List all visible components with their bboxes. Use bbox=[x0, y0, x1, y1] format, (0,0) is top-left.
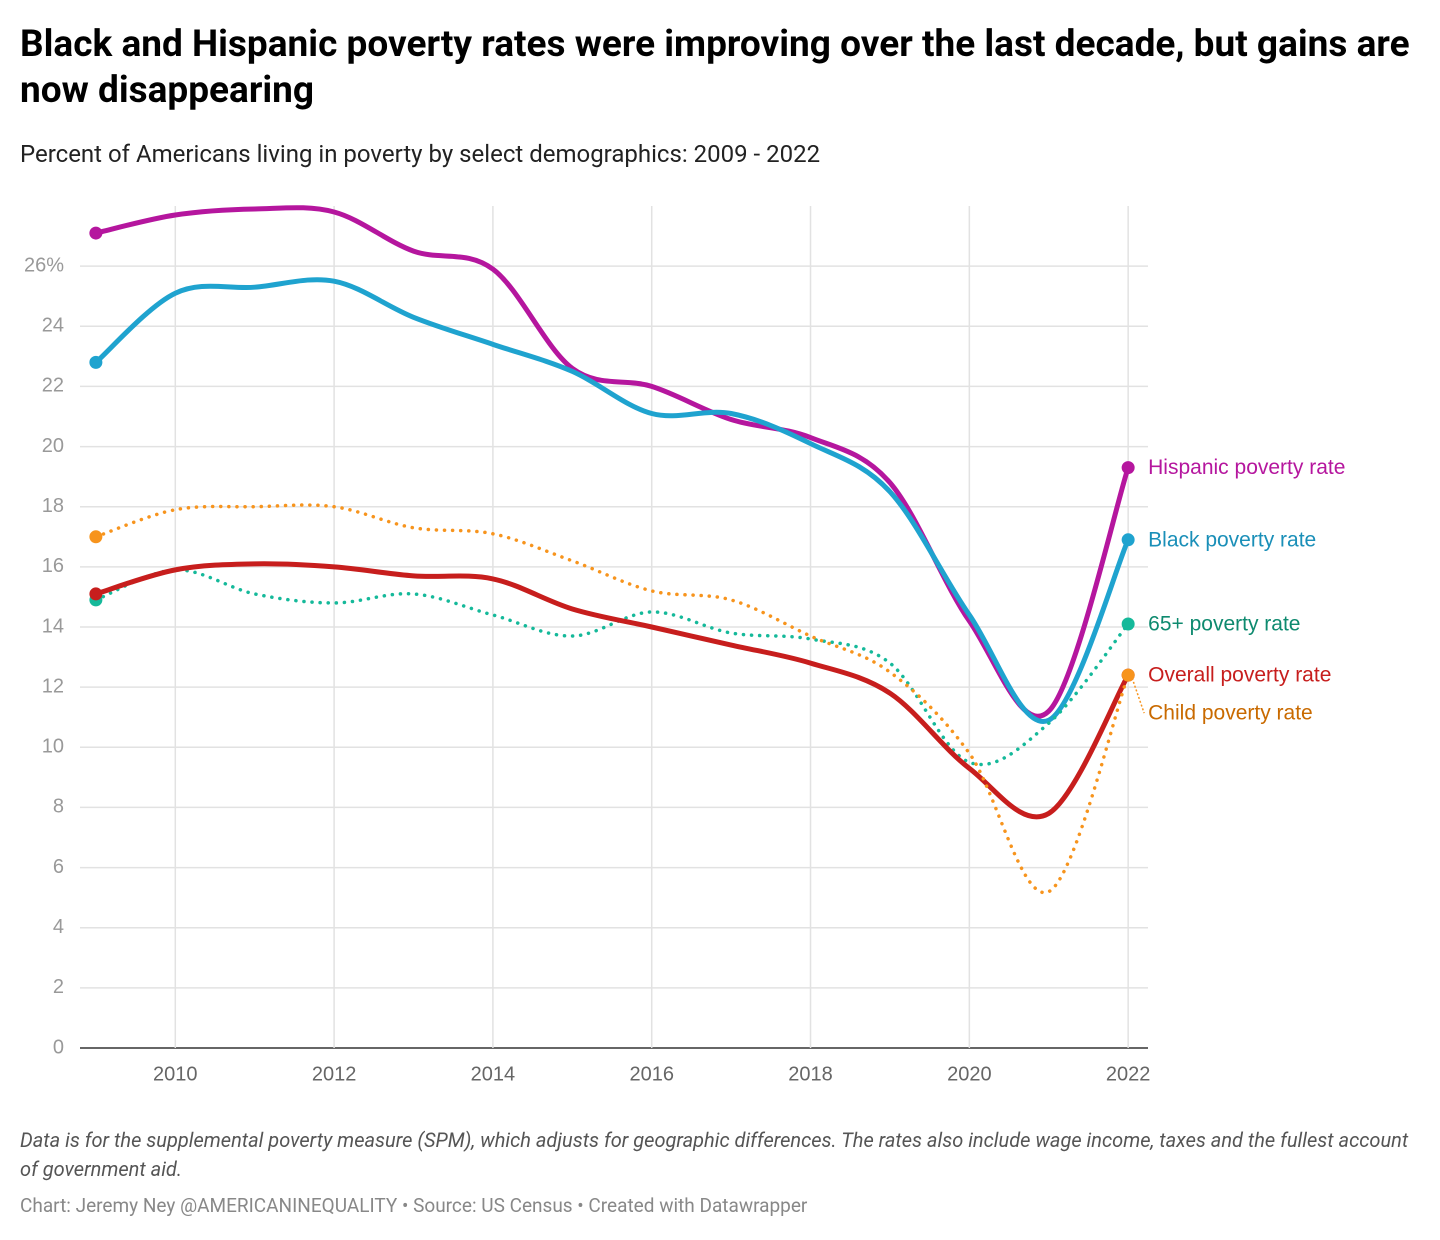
x-tick-label: 2020 bbox=[947, 1063, 992, 1085]
series-line bbox=[93, 205, 1131, 719]
series-line bbox=[93, 561, 1131, 820]
chart-credit: Chart: Jeremy Ney @AMERICANINEQUALITY • … bbox=[20, 1194, 808, 1217]
series-line bbox=[93, 277, 1131, 724]
y-tick-label: 12 bbox=[42, 675, 64, 697]
series-label: Black poverty rate bbox=[1148, 528, 1316, 551]
series-label: Child poverty rate bbox=[1148, 702, 1313, 725]
chart-title: Black and Hispanic poverty rates were im… bbox=[20, 23, 1410, 112]
series-line bbox=[94, 503, 1130, 895]
x-tick-label: 2016 bbox=[629, 1063, 674, 1085]
y-tick-label: 16 bbox=[42, 555, 64, 577]
chart-subtitle: Percent of Americans living in poverty b… bbox=[20, 140, 821, 168]
y-tick-label: 20 bbox=[42, 435, 64, 457]
y-tick-label: 18 bbox=[42, 495, 64, 517]
end-dot bbox=[1121, 533, 1135, 547]
x-tick-label: 2022 bbox=[1106, 1063, 1151, 1085]
y-tick-label: 4 bbox=[53, 916, 64, 938]
end-dot bbox=[89, 355, 103, 369]
y-tick-label: 14 bbox=[42, 615, 64, 637]
y-tick-label: 22 bbox=[42, 375, 64, 397]
series-label: Overall poverty rate bbox=[1148, 664, 1331, 687]
end-dot bbox=[89, 530, 103, 544]
y-tick-label: 0 bbox=[53, 1036, 64, 1058]
chart-notes: Data is for the supplemental poverty mea… bbox=[20, 1128, 1409, 1181]
end-dot bbox=[89, 587, 103, 601]
y-tick-label: 6 bbox=[53, 856, 64, 878]
end-dot bbox=[1121, 668, 1135, 682]
y-tick-label: 2 bbox=[53, 976, 64, 998]
y-tick-label: 8 bbox=[53, 796, 64, 818]
x-tick-label: 2018 bbox=[788, 1063, 833, 1085]
end-dot bbox=[1121, 461, 1135, 475]
y-tick-label: 10 bbox=[42, 736, 64, 758]
series-label: Hispanic poverty rate bbox=[1148, 456, 1345, 479]
x-tick-label: 2012 bbox=[312, 1063, 357, 1085]
y-tick-label: 26% bbox=[24, 254, 64, 276]
series-label: 65+ poverty rate bbox=[1148, 613, 1300, 636]
series-line bbox=[94, 568, 1130, 767]
x-tick-label: 2014 bbox=[471, 1063, 516, 1085]
label-leader bbox=[1131, 677, 1145, 714]
y-tick-label: 24 bbox=[42, 315, 64, 337]
x-tick-label: 2010 bbox=[153, 1063, 198, 1085]
end-dot bbox=[89, 226, 103, 240]
end-dot bbox=[1121, 617, 1135, 631]
